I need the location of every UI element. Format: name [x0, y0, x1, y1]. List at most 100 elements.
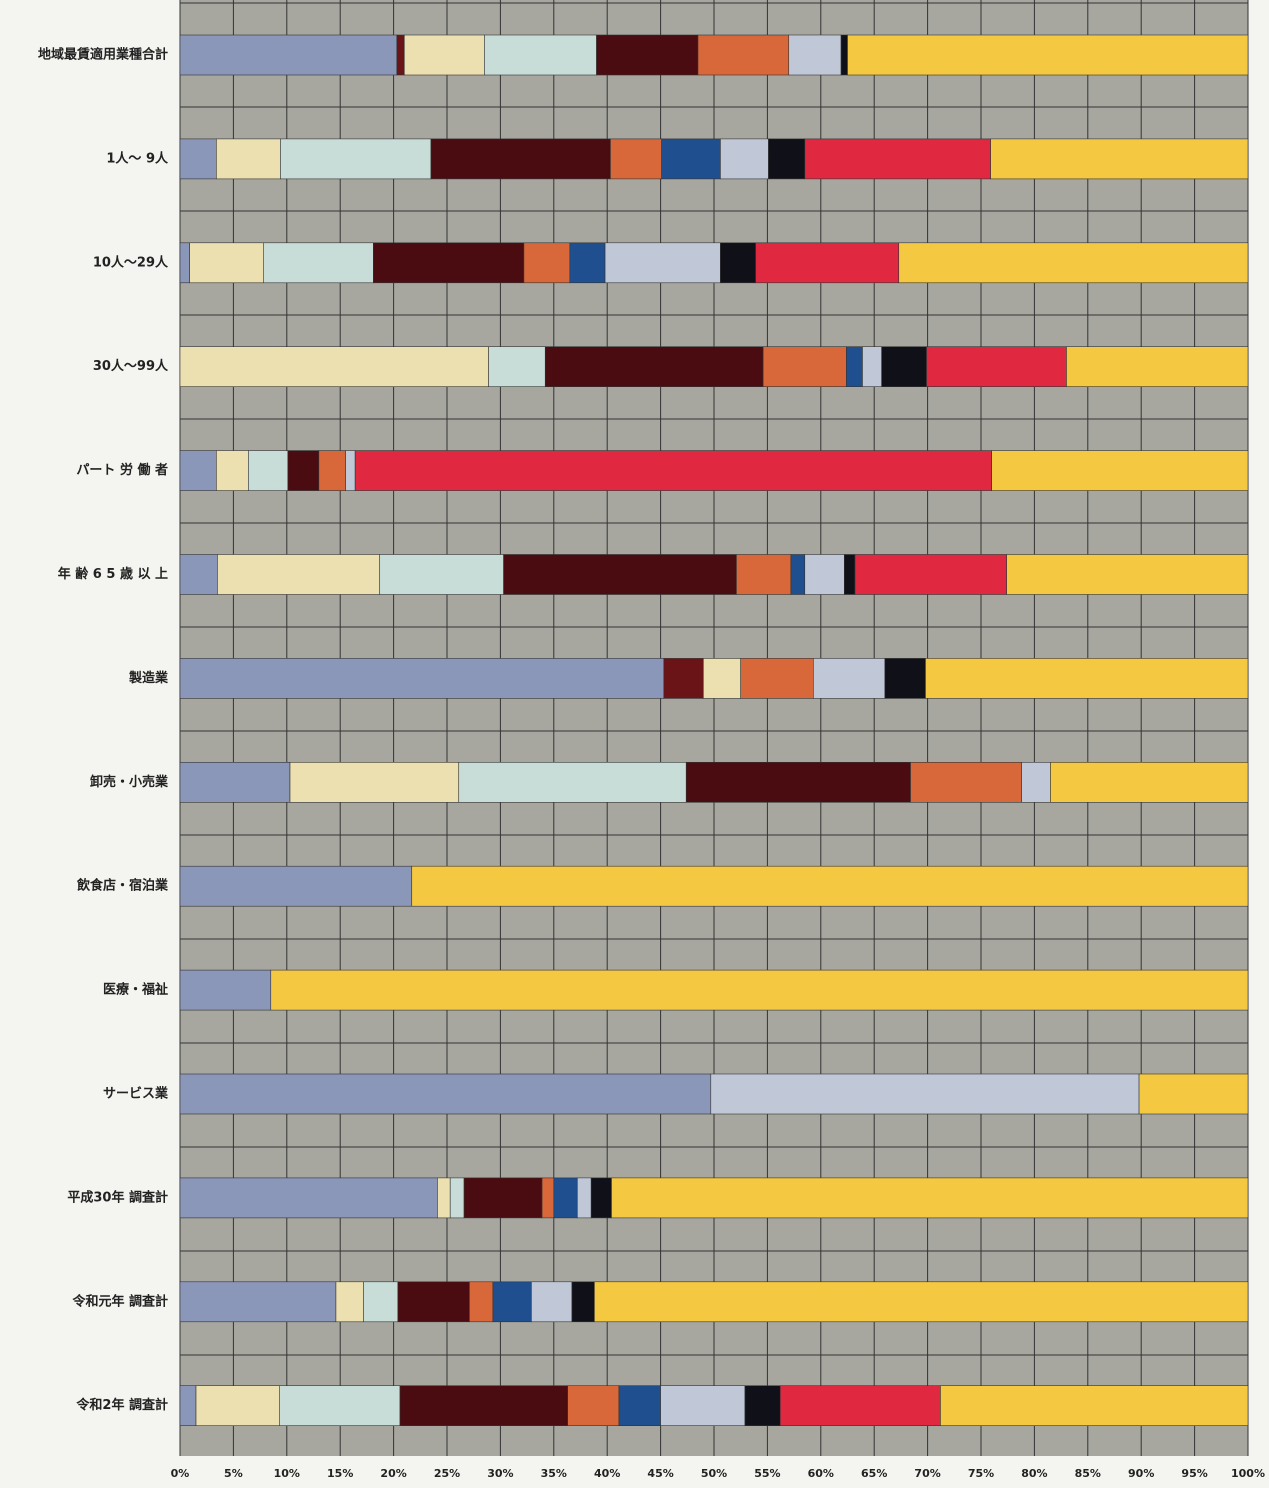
- bar-segment: [762, 346, 847, 388]
- bar-segment: [437, 1177, 451, 1219]
- bar-segment: [469, 1281, 494, 1323]
- bar-segment: [458, 761, 687, 803]
- bar-segment: [279, 1385, 401, 1426]
- bar-segment: [926, 346, 1067, 388]
- bar-segment: [703, 658, 742, 699]
- bar-segment: [488, 346, 546, 388]
- bar-segment: [553, 1177, 578, 1219]
- bar-segment: [660, 1385, 746, 1426]
- bar-segment: [179, 554, 218, 595]
- bar-segment: [661, 138, 721, 180]
- y-tick-label: パート 労 働 者: [76, 462, 168, 478]
- bar-segment: [379, 554, 504, 595]
- bar-segment: [567, 1385, 620, 1426]
- bar-segment: [790, 554, 806, 595]
- x-tick-label: 85%: [1075, 1467, 1101, 1480]
- bar-segment: [862, 346, 882, 388]
- bar-segment: [744, 1385, 781, 1426]
- x-tick-label: 20%: [380, 1467, 406, 1480]
- bar-segment: [720, 242, 756, 284]
- x-tick-label: 10%: [274, 1467, 300, 1480]
- x-tick-label: 15%: [327, 1467, 353, 1480]
- y-tick-label: 令和2年 調査計: [76, 1397, 168, 1413]
- bar-segment: [354, 450, 992, 491]
- bar-segment: [335, 1281, 364, 1323]
- bar-segment: [991, 450, 1249, 491]
- x-tick-label: 40%: [594, 1467, 620, 1480]
- bar-segment: [1138, 1073, 1249, 1115]
- x-tick-label: 25%: [434, 1467, 460, 1480]
- bar-segment: [217, 554, 381, 595]
- bar-segment: [925, 658, 1249, 699]
- bar-segment: [179, 1281, 337, 1323]
- bar-segment: [779, 1385, 941, 1426]
- x-tick-label: 30%: [487, 1467, 513, 1480]
- bar-segment: [544, 346, 764, 388]
- y-tick-label: 医療・福祉: [103, 982, 168, 998]
- bar-segment: [263, 242, 374, 284]
- bar-segment: [363, 1281, 399, 1323]
- bar-segment: [216, 138, 281, 180]
- bar-segment: [541, 1177, 555, 1219]
- bar-segment: [881, 346, 927, 388]
- y-tick-label: 平成30年 調査計: [67, 1189, 168, 1205]
- bar-segment: [854, 554, 1007, 595]
- y-tick-label: 年 齢 6 5 歳 以 上: [58, 566, 168, 582]
- x-tick-label: 0%: [171, 1467, 190, 1480]
- bar-segment: [287, 450, 320, 491]
- bar-segment: [569, 242, 606, 284]
- bar-segment: [179, 1385, 197, 1426]
- bar-segment: [270, 969, 1249, 1011]
- bar-segment: [898, 242, 1249, 284]
- x-tick-label: 65%: [861, 1467, 887, 1480]
- bar-segment: [403, 34, 485, 76]
- bar-segment: [663, 658, 704, 699]
- bar-segment: [940, 1385, 1249, 1426]
- bar-segment: [179, 450, 217, 491]
- bar-segment: [618, 1385, 661, 1426]
- bar-segment: [179, 658, 665, 699]
- bar-segment: [280, 138, 432, 180]
- bar-segment: [847, 34, 1249, 76]
- y-tick-label: 製造業: [128, 670, 169, 686]
- bar-segment: [576, 1177, 592, 1219]
- bar-segment: [411, 865, 1249, 907]
- bar-segment: [720, 138, 769, 180]
- y-tick-label: 飲食店・宿泊業: [76, 878, 169, 894]
- bar-segment: [590, 1177, 612, 1219]
- bar-segment: [736, 554, 792, 595]
- bar-segment: [179, 865, 413, 907]
- y-tick-label: 令和元年 調査計: [72, 1293, 168, 1309]
- x-tick-label: 90%: [1128, 1467, 1154, 1480]
- x-tick-label: 95%: [1181, 1467, 1207, 1480]
- bar-segment: [449, 1177, 465, 1219]
- bar-segment: [571, 1281, 595, 1323]
- y-tick-label: サービス業: [103, 1086, 169, 1102]
- bar-segment: [179, 1177, 438, 1219]
- x-tick-label: 45%: [647, 1467, 673, 1480]
- bar-segment: [611, 1177, 1249, 1219]
- bar-segment: [195, 1385, 280, 1426]
- x-tick-label: 75%: [968, 1467, 994, 1480]
- x-tick-label: 5%: [224, 1467, 243, 1480]
- bar-segment: [396, 34, 405, 76]
- bar-segment: [804, 554, 845, 595]
- bar-segment: [399, 1385, 568, 1426]
- bar-segment: [189, 242, 264, 284]
- bar-segment: [604, 242, 721, 284]
- bar-segment: [492, 1281, 532, 1323]
- bar-segment: [755, 242, 900, 284]
- bar-segment: [373, 242, 525, 284]
- bar-segment: [813, 658, 886, 699]
- bar-segment: [248, 450, 289, 491]
- bar-segment: [1021, 761, 1051, 803]
- y-tick-label: 1人～ 9人: [106, 150, 169, 166]
- bar-segment: [804, 138, 991, 180]
- bar-segment: [179, 34, 398, 76]
- bar-segment: [1066, 346, 1249, 388]
- x-tick-label: 55%: [754, 1467, 780, 1480]
- bar-segment: [179, 761, 291, 803]
- bar-segment: [484, 34, 597, 76]
